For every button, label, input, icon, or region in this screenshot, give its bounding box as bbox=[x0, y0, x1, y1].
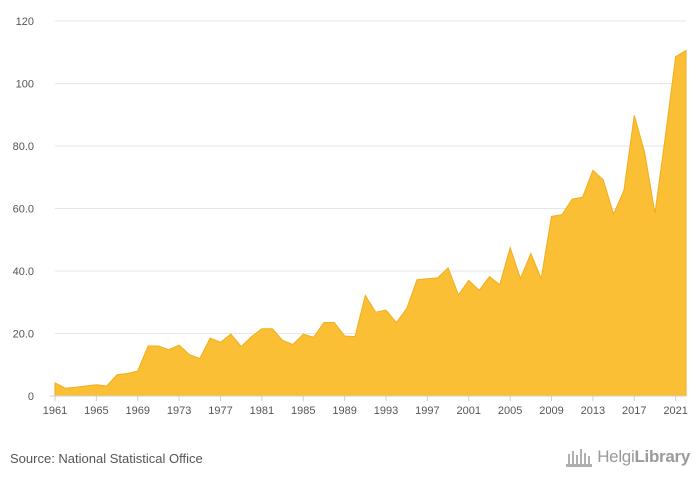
library-building-icon bbox=[566, 449, 593, 467]
chart-footer: Source: National Statistical Office Helg… bbox=[0, 440, 700, 483]
area-fill bbox=[54, 49, 687, 397]
x-tick-label: 1961 bbox=[43, 405, 67, 417]
x-tick-label: 1981 bbox=[250, 405, 274, 417]
y-tick-label: 100 bbox=[16, 79, 34, 91]
source-note: Source: National Statistical Office bbox=[10, 451, 203, 466]
x-tick-label: 2017 bbox=[622, 405, 646, 417]
y-tick-label: 0 bbox=[28, 391, 34, 403]
x-axis-ticks: 1961 1965 1969 1973 1977 1981 1985 1989 1993 1997… bbox=[43, 396, 688, 417]
x-tick-label: 2009 bbox=[539, 405, 563, 417]
x-tick-label: 2005 bbox=[498, 405, 522, 417]
x-tick-label: 1985 bbox=[291, 405, 315, 417]
y-tick-label: 20.0 bbox=[13, 329, 34, 341]
y-tick-label: 40.0 bbox=[13, 266, 34, 278]
y-tick-label: 60.0 bbox=[13, 204, 34, 216]
y-axis-ticks: 0 20.0 40.0 60.0 80.0 100 120 bbox=[13, 16, 34, 403]
x-tick-label: 1989 bbox=[332, 405, 356, 417]
x-tick-label: 1977 bbox=[208, 405, 232, 417]
x-tick-label: 2001 bbox=[457, 405, 481, 417]
x-tick-label: 1993 bbox=[374, 405, 398, 417]
helgi-library-logo: HelgiLibrary bbox=[565, 446, 690, 468]
area-series bbox=[54, 49, 687, 397]
area-chart: 0 20.0 40.0 60.0 80.0 100 120 1961 1965 1969 1973… bbox=[13, 16, 688, 417]
x-tick-label: 2013 bbox=[581, 405, 605, 417]
x-tick-label: 2021 bbox=[663, 405, 687, 417]
logo-text: HelgiLibrary bbox=[597, 447, 690, 466]
x-tick-label: 1997 bbox=[415, 405, 439, 417]
x-tick-label: 1973 bbox=[167, 405, 191, 417]
y-tick-label: 120 bbox=[16, 16, 34, 28]
x-tick-label: 1965 bbox=[84, 405, 108, 417]
x-tick-label: 1969 bbox=[126, 405, 150, 417]
y-tick-label: 80.0 bbox=[13, 141, 34, 153]
